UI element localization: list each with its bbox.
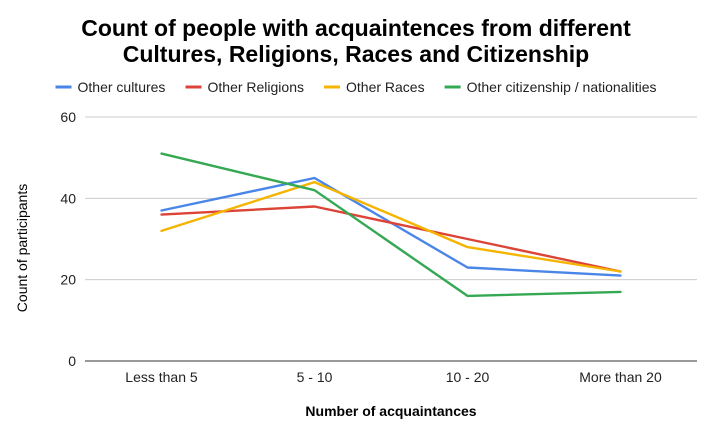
data-point (465, 245, 470, 250)
legend: Other cultures Other Religions Other Races… (55, 79, 657, 95)
data-point (312, 204, 317, 209)
legend-label: Other Races (346, 79, 425, 95)
x-axis-title: Number of acquaintances (305, 403, 476, 419)
data-point (159, 228, 164, 233)
data-point (312, 180, 317, 185)
x-tick-label: Less than 5 (125, 369, 198, 385)
x-tick-label: 5 - 10 (297, 369, 333, 385)
chart-title-line-1: Count of people with acquaintences from … (81, 15, 631, 41)
series-line (160, 152, 622, 298)
data-point (159, 212, 164, 217)
series-lines (159, 151, 623, 298)
x-axis-ticks: Less than 5 5 - 10 10 - 20 More than 20 (125, 369, 662, 385)
data-point (312, 188, 317, 193)
series-line (160, 180, 622, 273)
y-axis-title: Count of participants (14, 184, 30, 312)
gridlines (85, 116, 697, 362)
legend-item: Other citizenship / nationalities (444, 79, 657, 95)
legend-label: Other cultures (78, 79, 166, 95)
data-point (618, 269, 623, 274)
chart-title-line-2: Cultures, Religions, Races and Citizensh… (123, 41, 589, 67)
series-line (160, 205, 622, 273)
legend-item: Other cultures (55, 79, 166, 95)
y-axis-ticks: 0 20 40 60 (60, 109, 76, 369)
data-point (465, 237, 470, 242)
data-point (465, 293, 470, 298)
x-tick-label: More than 20 (579, 369, 662, 385)
y-tick-label: 40 (60, 190, 76, 206)
data-point (159, 151, 164, 156)
legend-label: Other citizenship / nationalities (467, 79, 657, 95)
data-point (618, 289, 623, 294)
y-tick-label: 60 (60, 109, 76, 125)
y-tick-label: 20 (60, 272, 76, 288)
legend-item: Other Religions (185, 79, 305, 95)
y-tick-label: 0 (68, 353, 76, 369)
legend-label: Other Religions (208, 79, 305, 95)
x-tick-label: 10 - 20 (446, 369, 490, 385)
data-point (465, 265, 470, 270)
legend-item: Other Races (324, 79, 425, 95)
